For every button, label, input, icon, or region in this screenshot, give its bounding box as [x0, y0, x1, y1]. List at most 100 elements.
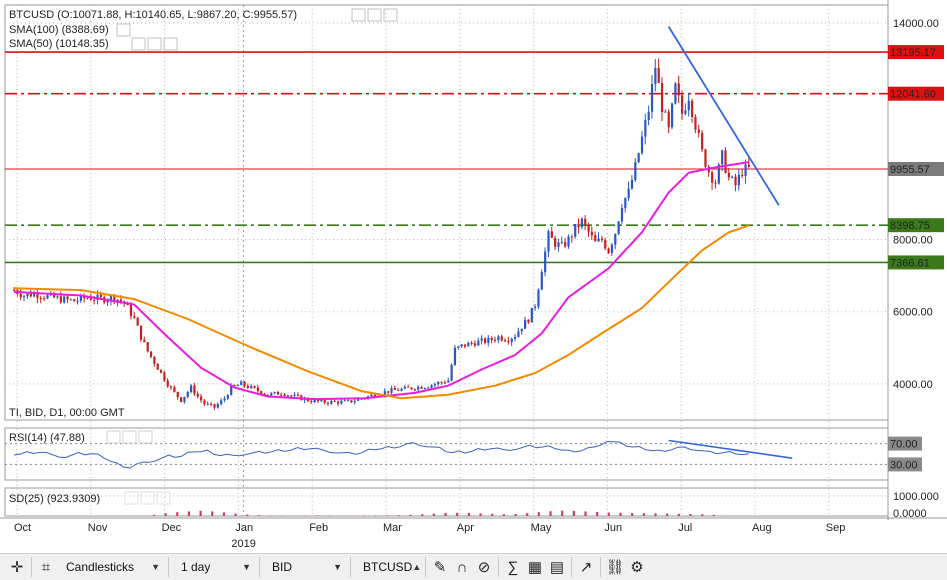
- candle-body: [557, 242, 560, 247]
- candle-body: [283, 394, 286, 397]
- candle-body: [460, 344, 463, 347]
- candle-body: [243, 381, 246, 386]
- toolbar-separator: [425, 557, 426, 577]
- candle-body: [727, 172, 730, 178]
- rsi-level-tag: [888, 457, 922, 472]
- level-tag: [888, 161, 944, 176]
- pencil-icon[interactable]: ✎: [433, 559, 447, 576]
- settings-icon: [124, 491, 139, 505]
- candle-body: [567, 236, 570, 247]
- candle-body: [186, 392, 189, 397]
- candle-body: [637, 153, 640, 163]
- sma100-label: SMA(100) (8388.69): [9, 24, 109, 36]
- candle-body: [687, 100, 690, 111]
- candle-body: [624, 197, 627, 209]
- settings-icon[interactable]: ⚙: [630, 559, 644, 576]
- candle-body: [326, 402, 330, 404]
- chart-type-select[interactable]: Candlesticks ▼: [61, 557, 165, 577]
- settings-icon: [131, 37, 146, 51]
- crosshair-icon[interactable]: ✛: [10, 559, 24, 576]
- chevron-down-icon: ▼: [242, 562, 251, 572]
- candle-body: [731, 176, 734, 178]
- hide-drawings-icon[interactable]: ⊘: [477, 559, 491, 576]
- x-tick-label: Dec: [162, 522, 182, 534]
- candle-body: [600, 238, 604, 240]
- candle-body: [273, 391, 276, 394]
- candle-body: [534, 306, 537, 308]
- candle-body: [256, 387, 260, 392]
- chart-area[interactable]: Oct Nov Dec Jan Feb Mar Apr May Jun Jul Aug Sep 2019…: [0, 0, 947, 553]
- candle-body: [537, 289, 540, 307]
- candle-body: [524, 319, 527, 329]
- candle-body: [463, 344, 467, 347]
- sd-axis-label: 0.0000: [893, 508, 927, 520]
- magnet-icon[interactable]: ∩: [456, 558, 468, 576]
- candle-body: [196, 393, 199, 397]
- candle-body: [587, 224, 590, 232]
- candle-body: [266, 394, 270, 396]
- rsi-level-tag: [888, 436, 922, 451]
- candle-body: [564, 242, 567, 247]
- candle-body: [250, 385, 253, 388]
- candle-body: [293, 394, 296, 396]
- chevron-down-icon: ▼: [151, 562, 160, 572]
- candle-body: [440, 382, 443, 384]
- candle-body: [590, 231, 594, 236]
- layout-grid-icon[interactable]: ▦: [527, 559, 543, 576]
- candle-body: [527, 319, 530, 323]
- rsi-title: RSI(14) (47.88): [9, 432, 85, 444]
- sd-axis-label: 1000.000: [893, 491, 939, 503]
- candle-body: [500, 336, 503, 341]
- indicators-icon[interactable]: ∑: [507, 558, 519, 576]
- symbol-select[interactable]: BTCUSD ▲: [358, 557, 422, 577]
- candle-body: [260, 391, 263, 395]
- candle-body: [647, 111, 650, 120]
- toolbar-separator: [571, 557, 572, 577]
- candle-body: [627, 188, 630, 198]
- candle-body: [691, 100, 694, 117]
- candle-body: [93, 299, 96, 301]
- candle-body: [610, 244, 614, 253]
- candle-body: [650, 84, 654, 112]
- y-tick-label: 4000.00: [893, 379, 933, 391]
- timeframe-select[interactable]: 1 day ▼: [176, 557, 256, 577]
- candle-body: [253, 385, 256, 388]
- candle-body: [717, 164, 720, 184]
- x-tick-label: Jun: [604, 522, 622, 534]
- candle-body: [514, 336, 517, 339]
- candle-body: [210, 403, 213, 405]
- candle-body: [667, 111, 670, 128]
- sma50-label: SMA(50) (10148.35): [9, 38, 109, 50]
- panels-icon[interactable]: ▤: [549, 559, 565, 576]
- toolbar-separator: [31, 557, 32, 577]
- candle-body: [109, 295, 113, 301]
- candle-body: [56, 296, 59, 298]
- crop-icon[interactable]: ⌗: [41, 558, 51, 576]
- y-tick-label: 6000.00: [893, 307, 933, 319]
- toolbar-separator: [600, 557, 601, 577]
- link-icon[interactable]: ⛓: [605, 559, 625, 576]
- candle-body: [340, 400, 343, 404]
- candle-body: [119, 299, 123, 302]
- candle-body: [503, 340, 507, 342]
- candle-body: [216, 404, 219, 408]
- candle-body: [226, 395, 229, 399]
- candle-body: [310, 401, 313, 403]
- candle-body: [99, 294, 103, 298]
- candle-body: [280, 394, 283, 396]
- level-label: 7366.61: [890, 257, 930, 269]
- candle-body: [450, 364, 453, 381]
- candle-body: [180, 397, 183, 403]
- line-tool-icon[interactable]: ↗: [579, 559, 593, 576]
- rsi-line: [13, 440, 749, 469]
- candle-body: [33, 293, 36, 297]
- settings-icon: [140, 491, 155, 505]
- candle-body: [660, 82, 664, 113]
- candle-body: [430, 385, 433, 388]
- toolbar-separator: [259, 557, 260, 577]
- candle-body: [737, 174, 740, 186]
- candle-body: [677, 83, 680, 96]
- toolbar-separator: [350, 557, 351, 577]
- price-side-select[interactable]: BID ▼: [267, 557, 347, 577]
- candle-body: [594, 235, 597, 242]
